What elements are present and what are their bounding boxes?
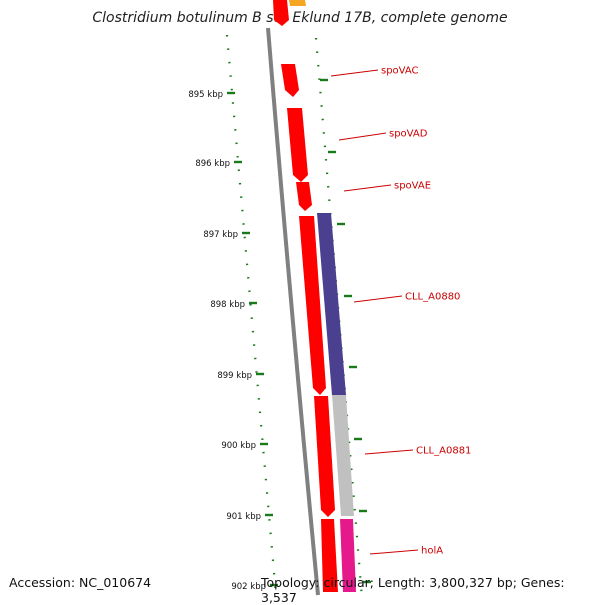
- feature-block-top: [289, 0, 306, 6]
- backbone-group: [266, 27, 320, 596]
- scale-label: 901 kbp: [226, 512, 261, 522]
- gene-arrow-spoVAE[interactable]: [296, 182, 312, 211]
- gene-arrow-spoVAD[interactable]: [287, 108, 308, 182]
- gene-leader-line: [338, 132, 387, 141]
- gene-label-CLL_A0880[interactable]: CLL_A0880: [405, 292, 460, 303]
- scale-label: 896 kbp: [195, 159, 230, 169]
- gene-arrow-CLL_A0881[interactable]: [314, 396, 335, 517]
- gene-label-spoVAE[interactable]: spoVAE: [394, 181, 431, 192]
- gene-label-spoVAD[interactable]: spoVAD: [389, 129, 428, 140]
- gene-arrow-top: [273, 0, 289, 26]
- gene-label-CLL_A0881[interactable]: CLL_A0881: [416, 446, 471, 457]
- scale-label: 899 kbp: [217, 371, 252, 381]
- scale-label: 897 kbp: [203, 230, 238, 240]
- gene-leader-line: [364, 449, 414, 455]
- scale-label: 895 kbp: [188, 90, 223, 100]
- gene-arrow-spoVAC[interactable]: [281, 64, 299, 97]
- gene-group: [273, 0, 338, 592]
- scale-group: 895 kbp 896 kbp 897 kbp 898 kbp 899 kbp 900 k…: [188, 34, 371, 599]
- gene-leader-line: [353, 295, 403, 303]
- gene-arrow-CLL_A0880[interactable]: [299, 216, 326, 395]
- feature-block: [317, 213, 346, 395]
- gene-leader-line: [330, 69, 379, 77]
- gene-label-holA[interactable]: holA: [421, 546, 443, 557]
- feature-block: [332, 395, 354, 516]
- feature-block: [340, 519, 356, 592]
- scale-label: 902 kbp: [231, 582, 266, 592]
- scale-label: 900 kbp: [221, 441, 256, 451]
- accession-text: Accession: NC_010674: [9, 575, 152, 590]
- gene-leader-line: [369, 549, 419, 555]
- backbone-line: [266, 27, 320, 596]
- summary-text: Topology: circular; Length: 3,800,327 bp…: [261, 575, 565, 605]
- gene-label-spoVAC[interactable]: spoVAC: [381, 66, 419, 77]
- feature-group: [289, 0, 356, 592]
- scale-track-left: [225, 34, 278, 596]
- scale-label: 898 kbp: [210, 300, 245, 310]
- gene-leader-line: [343, 184, 392, 192]
- gene-arrow-holA[interactable]: [321, 519, 338, 592]
- map-title: Clostridium botulinum B str. Eklund 17B,…: [92, 10, 508, 26]
- label-group: spoVAC spoVAD spoVAE CLL_A0880 CLL_A0881 holA: [330, 66, 471, 557]
